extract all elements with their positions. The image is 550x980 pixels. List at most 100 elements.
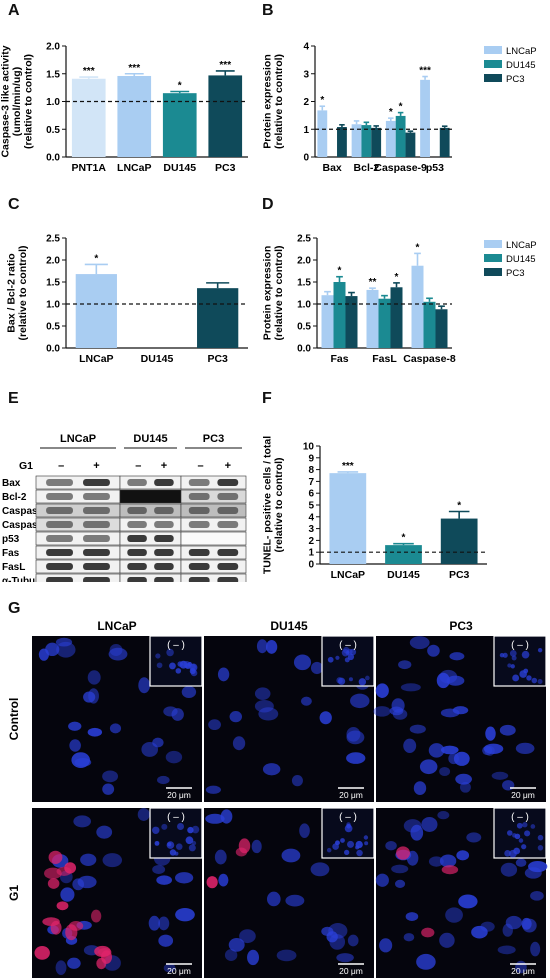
panel-letter-b: B [262, 2, 274, 19]
inset-nucleus [509, 649, 517, 657]
cell-nucleus [456, 850, 470, 861]
cell-nucleus [346, 730, 365, 745]
blot-band [127, 479, 147, 486]
cell-nucleus [285, 894, 305, 907]
inset-nucleus [365, 675, 370, 681]
legend-label: LNCaP [506, 240, 537, 251]
blot-band [83, 535, 110, 542]
cell-nucleus [482, 745, 493, 756]
inset-nucleus [326, 847, 332, 853]
scale-bar-label: 20 μm [339, 790, 363, 800]
blot-band [154, 507, 174, 514]
blot-band [46, 479, 73, 486]
inset-nucleus [348, 677, 353, 682]
blot-treatment-label: G1 [19, 460, 33, 472]
bar [395, 115, 406, 157]
cell-nucleus [217, 667, 230, 682]
bar [435, 309, 448, 348]
blot-band [46, 493, 73, 500]
cell-nucleus [109, 644, 123, 656]
x-tick-label: Fas [330, 353, 348, 365]
y-tick-label: 2.0 [46, 256, 60, 267]
cell-nucleus [158, 916, 170, 931]
bar [385, 545, 422, 564]
cell-nucleus [258, 707, 279, 721]
blot-band [217, 479, 239, 486]
inset-label: ( – ) [511, 812, 529, 823]
cell-nucleus [205, 785, 221, 794]
inset-nucleus [499, 652, 505, 658]
cell-nucleus [437, 810, 450, 820]
bar [329, 473, 367, 564]
bar [420, 79, 430, 157]
cell-nucleus [137, 807, 150, 821]
micro-row-label: G1 [7, 885, 21, 901]
y-tick-label: 2.5 [46, 234, 60, 245]
inset-nucleus [152, 826, 160, 835]
blot-protein-label: Bcl-2 [2, 492, 27, 503]
inset-nucleus [347, 653, 355, 661]
inset-nucleus [346, 840, 355, 848]
cell-nucleus [262, 763, 281, 776]
bar [361, 125, 372, 157]
y-axis-label: (relative to control) [23, 54, 35, 149]
y-tick-label: 1.0 [297, 300, 311, 311]
cell-nucleus [102, 770, 119, 783]
blot-band [188, 563, 210, 570]
blot-band [217, 563, 239, 570]
y-tick-label: 0.5 [297, 322, 311, 333]
cell-nucleus [453, 751, 470, 766]
inset-nucleus [521, 650, 530, 659]
cell-nucleus [163, 706, 178, 717]
y-tick-label: 1 [308, 548, 314, 559]
cell-nucleus [319, 711, 332, 725]
cell-nucleus [440, 745, 459, 755]
blot-treatment-sign: – [58, 460, 64, 472]
cell-nucleus [500, 862, 518, 877]
x-tick-label: PNT1A [72, 162, 107, 174]
inset-nucleus [169, 662, 176, 670]
inset-nucleus [166, 841, 175, 849]
cell-nucleus [346, 752, 366, 764]
inset-nucleus [340, 838, 345, 843]
blot-band [127, 577, 147, 582]
chart-b-protein-expression: 0 1 2 3 4 Protein expression (relative to cont… [262, 42, 537, 175]
blot-band [83, 549, 110, 556]
y-tick-label: 1 [303, 125, 309, 136]
bar [411, 265, 424, 348]
x-tick-label: LNCaP [331, 569, 365, 581]
inset-nucleus [521, 844, 527, 850]
cell-nucleus [247, 949, 260, 966]
western-blot: LNCaP DU145 PC3 G1 – + – + – + Bax Bcl-2 Caspase-8 Ca… [2, 433, 247, 582]
cell-nucleus [165, 750, 183, 764]
inset-nucleus [177, 822, 185, 830]
cell-nucleus [445, 907, 463, 923]
inset-nucleus [516, 822, 523, 829]
y-tick-label: 2.5 [297, 234, 311, 245]
cell-nucleus [455, 773, 472, 785]
blot-lane [119, 489, 182, 504]
cell-nucleus [69, 739, 81, 752]
panel-letter-c: C [8, 196, 20, 213]
cell-nucleus [336, 953, 354, 963]
blot-band [83, 521, 110, 528]
bar [321, 295, 334, 348]
cell-nucleus [428, 743, 445, 758]
inset-nucleus [327, 656, 334, 663]
cell-nucleus [152, 864, 166, 874]
cell-nucleus [163, 963, 176, 973]
inset-nucleus [346, 823, 352, 829]
x-tick-label: LNCaP [117, 162, 151, 174]
cell-nucleus [293, 654, 312, 671]
bar [371, 127, 382, 157]
significance-label: * [395, 272, 399, 283]
cell-nucleus [87, 670, 101, 685]
micro-row-label: Control [7, 698, 21, 741]
y-tick-label: 0.0 [297, 344, 311, 355]
y-tick-label: 1.0 [46, 97, 60, 108]
legend-label: LNCaP [506, 46, 537, 57]
blot-band [83, 563, 110, 570]
cell-nucleus [439, 766, 451, 777]
x-tick-label: p53 [426, 162, 444, 174]
x-tick-label: PC3 [449, 569, 470, 581]
